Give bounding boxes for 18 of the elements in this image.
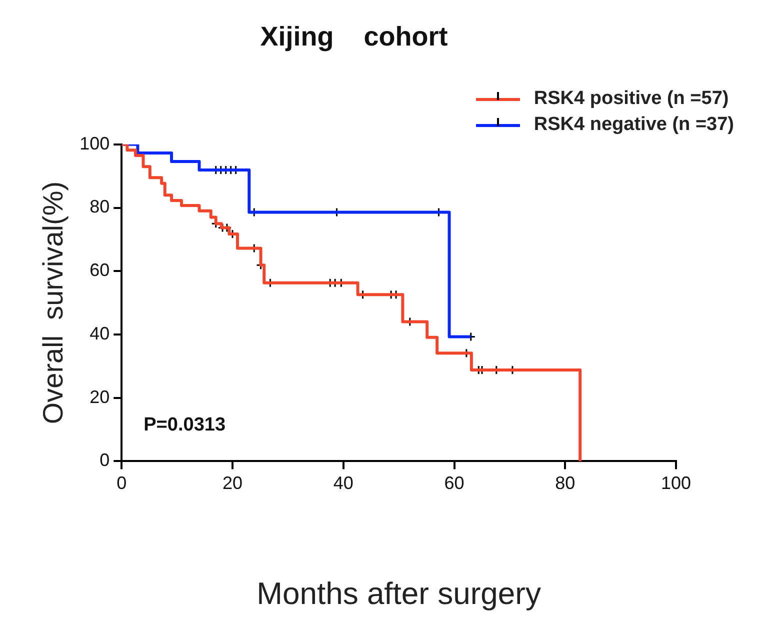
chart-title: Xijing cohort	[260, 22, 448, 52]
y-tick-label: 80	[90, 196, 110, 217]
y-tick-label: 20	[90, 386, 110, 407]
y-tick-label: 0	[100, 450, 110, 470]
x-tick-label: 40	[333, 472, 354, 493]
x-tick-label: 100	[660, 472, 692, 493]
y-tick-label: 40	[90, 323, 110, 344]
x-axis-title: Months after surgery	[256, 576, 542, 611]
y-tick-label: 100	[80, 133, 110, 154]
annotation: P=0.0313	[144, 414, 226, 436]
x-tick-label: 20	[222, 472, 243, 493]
legend-label: RSK4 positive (n =57)	[534, 88, 729, 110]
y-axis-title: Overall survival(%)	[38, 181, 69, 424]
x-tick-label: 60	[444, 472, 464, 493]
legend-label: RSK4 negative (n =37)	[534, 114, 734, 136]
x-tick-label: 0	[116, 472, 127, 493]
y-tick-label: 60	[90, 260, 110, 280]
x-tick-label: 80	[555, 472, 576, 493]
